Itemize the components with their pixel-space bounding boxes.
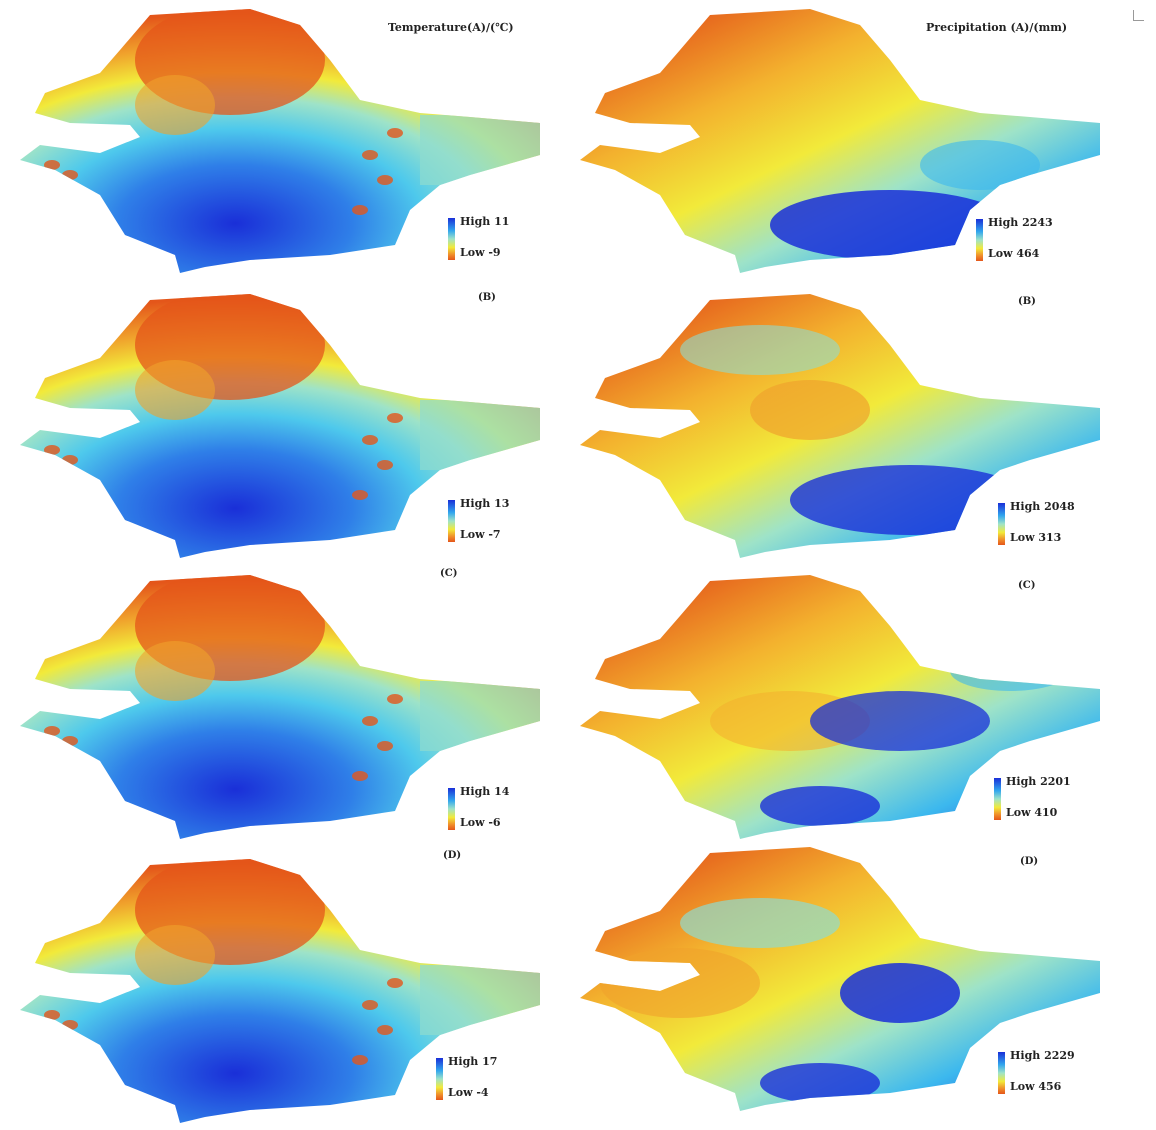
temperature-column-title: Temperature(A)/(℃): [388, 21, 514, 34]
legend-low-label: Low 464: [988, 247, 1040, 260]
temperature-legend-row2: High 13 Low -7: [448, 497, 558, 550]
precipitation-map-row4: [580, 847, 1100, 1111]
legend-high-label: High 17: [448, 1055, 498, 1068]
panel-label-b-precipitation: (B): [1018, 296, 1036, 307]
precipitation-legend-row2: High 2048 Low 313: [998, 500, 1108, 553]
legend-color-ramp: [976, 219, 983, 261]
temperature-map-row4: [20, 859, 540, 1123]
panel-label-c-precipitation: (C): [1018, 580, 1036, 591]
precipitation-column-title: Precipitation (A)/(mm): [926, 21, 1068, 34]
legend-low-label: Low 410: [1006, 806, 1058, 819]
panel-label-d-precipitation: (D): [1020, 856, 1039, 867]
legend-low-label: Low -4: [448, 1086, 489, 1099]
legend-low-label: Low -6: [460, 816, 501, 829]
legend-color-ramp: [448, 500, 455, 542]
precipitation-map-row3: [580, 575, 1100, 839]
legend-color-ramp: [998, 503, 1005, 545]
panel-label-b-temperature: (B): [478, 292, 496, 303]
legend-high-label: High 11: [460, 215, 510, 228]
temperature-legend-row3: High 14 Low -6: [448, 785, 558, 838]
precipitation-legend-row1: High 2243 Low 464: [976, 216, 1086, 269]
legend-low-label: Low -9: [460, 246, 501, 259]
precipitation-legend-row4: High 2229 Low 456: [998, 1049, 1108, 1102]
temperature-legend-row1: High 11 Low -9: [448, 215, 558, 268]
temperature-legend-row4: High 17 Low -4: [436, 1055, 546, 1108]
legend-high-label: High 2243: [988, 216, 1053, 229]
legend-color-ramp: [448, 788, 455, 830]
precipitation-map-row2: [580, 294, 1100, 558]
legend-low-label: Low -7: [460, 528, 501, 541]
legend-high-label: High 13: [460, 497, 510, 510]
legend-color-ramp: [448, 218, 455, 260]
precipitation-map-row1: [580, 9, 1100, 273]
legend-high-label: High 2048: [1010, 500, 1075, 513]
legend-high-label: High 2201: [1006, 775, 1071, 788]
temperature-map-row1: [20, 9, 540, 273]
corner-mark: [1133, 10, 1144, 21]
legend-high-label: High 2229: [1010, 1049, 1075, 1062]
legend-low-label: Low 313: [1010, 531, 1062, 544]
legend-low-label: Low 456: [1010, 1080, 1062, 1093]
legend-high-label: High 14: [460, 785, 510, 798]
legend-color-ramp: [998, 1052, 1005, 1094]
panel-label-d-temperature: (D): [443, 850, 462, 861]
panel-label-c-temperature: (C): [440, 568, 458, 579]
precipitation-legend-row3: High 2201 Low 410: [994, 775, 1104, 828]
legend-color-ramp: [436, 1058, 443, 1100]
legend-color-ramp: [994, 778, 1001, 820]
